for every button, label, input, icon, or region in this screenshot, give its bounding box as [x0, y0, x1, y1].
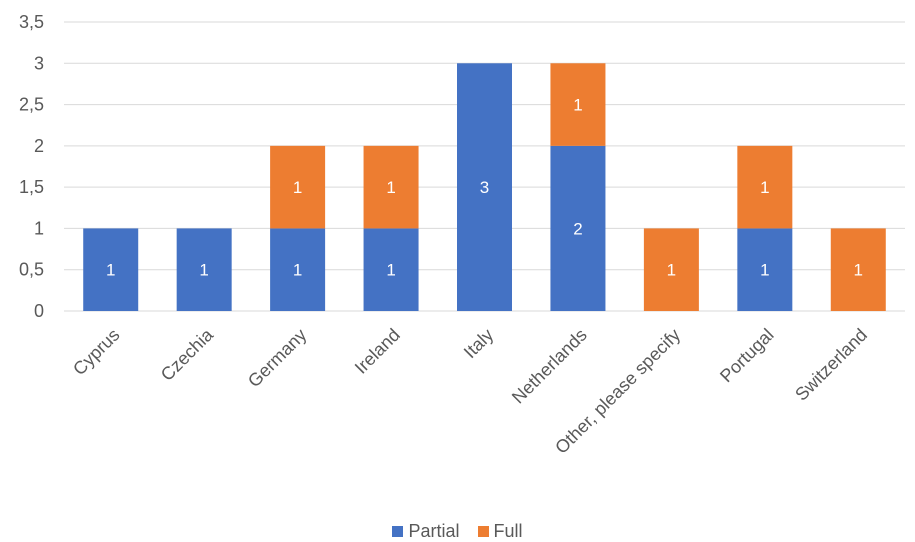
legend-item-partial: Partial	[392, 521, 460, 542]
data-label: 1	[199, 261, 208, 280]
y-tick-label: 1,5	[19, 177, 44, 197]
data-label: 1	[293, 178, 302, 197]
data-labels: 1 1 1 1 1 1 3 2 1 1 1 1 1	[106, 96, 863, 280]
bar-partial	[457, 63, 512, 312]
x-axis-tick-labels: Cyprus Czechia Germany Ireland Italy Netherla…	[69, 324, 871, 458]
bar-full	[270, 145, 326, 229]
x-tick-label: Cyprus	[69, 325, 123, 379]
data-label: 1	[854, 261, 863, 280]
data-label: 1	[760, 261, 769, 280]
legend-item-full: Full	[477, 521, 523, 542]
data-label: 1	[386, 178, 395, 197]
bar-full	[550, 63, 606, 146]
y-axis-tick-labels: 0 0,5 1 1,5 2 2,5 3 3,5	[19, 12, 44, 321]
bar-partial	[176, 228, 232, 311]
data-label: 1	[760, 178, 769, 197]
x-tick-label: Netherlands	[508, 325, 591, 408]
bar-partial	[363, 228, 419, 311]
y-tick-label: 2,5	[19, 95, 44, 115]
y-tick-label: 0,5	[19, 260, 44, 280]
bar-partial	[737, 228, 793, 311]
y-tick-label: 0	[34, 301, 44, 321]
x-tick-label: Germany	[244, 325, 310, 391]
legend-swatch-partial	[392, 526, 404, 537]
bar-full	[363, 145, 419, 229]
legend-label-full: Full	[493, 521, 523, 541]
data-label: 1	[106, 261, 115, 280]
x-tick-label: Portugal	[716, 325, 778, 387]
bar-full	[643, 228, 699, 311]
x-tick-label: Italy	[460, 325, 497, 362]
x-tick-label: Switzerland	[791, 325, 871, 405]
data-label: 1	[293, 261, 302, 280]
bar-partial	[270, 228, 326, 311]
bar-full	[737, 145, 793, 229]
y-tick-label: 2	[34, 136, 44, 156]
legend-label-partial: Partial	[408, 521, 460, 541]
legend-swatch-full	[477, 526, 489, 537]
data-label: 2	[573, 219, 582, 238]
y-tick-label: 3,5	[19, 12, 44, 32]
y-tick-label: 1	[34, 218, 44, 238]
data-label: 1	[667, 261, 676, 280]
data-label: 1	[573, 96, 582, 115]
bar-full	[830, 228, 886, 311]
data-label: 1	[386, 261, 395, 280]
legend: Partial Full	[0, 521, 915, 542]
y-tick-label: 3	[34, 53, 44, 73]
bar-partial	[83, 228, 139, 311]
data-label: 3	[480, 178, 489, 197]
bars	[83, 63, 886, 312]
x-tick-label: Czechia	[157, 324, 218, 385]
bar-partial	[550, 145, 606, 311]
x-tick-label: Ireland	[351, 325, 404, 378]
